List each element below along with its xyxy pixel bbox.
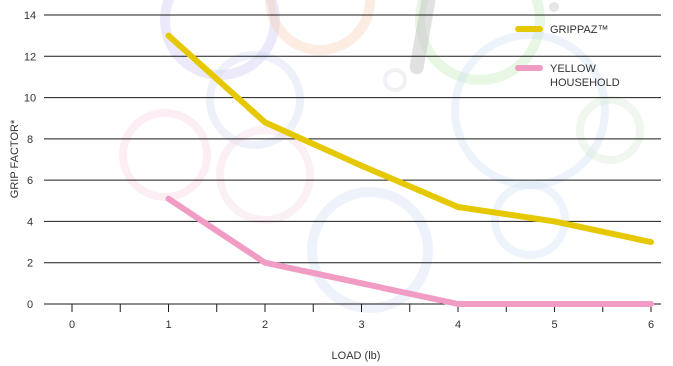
legend-label-1: GRIPPAZ™ (550, 24, 608, 36)
series-line-2 (165, 195, 654, 307)
y-tick-labels: 0 2 4 6 8 10 12 14 (24, 10, 36, 311)
x-axis: 0 1 2 3 4 5 6 (69, 304, 654, 331)
y-tick-label-12: 12 (24, 51, 36, 63)
x-tick-label-6: 6 (648, 319, 654, 331)
x-tick-label-2: 2 (262, 319, 268, 331)
y-tick-label-14: 14 (24, 10, 36, 22)
x-tick-label-5: 5 (551, 319, 557, 331)
y-axis-title: GRIP FACTOR* (9, 119, 21, 198)
legend-label-2: HOUSEHOLD (550, 77, 620, 89)
y-tick-label-2: 2 (27, 258, 33, 270)
y-tick-label-0: 0 (27, 299, 33, 311)
y-tick-label-8: 8 (27, 134, 33, 146)
y-tick-label-6: 6 (27, 175, 33, 187)
series-lines (165, 32, 654, 307)
legend: GRIPPAZ™ YELLOW HOUSEHOLD (515, 24, 620, 89)
series-line-1 (165, 32, 654, 246)
y-tick-label-4: 4 (27, 216, 33, 228)
legend-label-2: YELLOW (550, 63, 596, 75)
x-axis-title: LOAD (lb) (332, 350, 381, 362)
y-tick-label-10: 10 (24, 93, 36, 105)
x-tick-label-1: 1 (165, 319, 171, 331)
x-tick-label-3: 3 (358, 319, 364, 331)
x-tick-label-4: 4 (455, 319, 461, 331)
x-tick-label-0: 0 (69, 319, 75, 331)
